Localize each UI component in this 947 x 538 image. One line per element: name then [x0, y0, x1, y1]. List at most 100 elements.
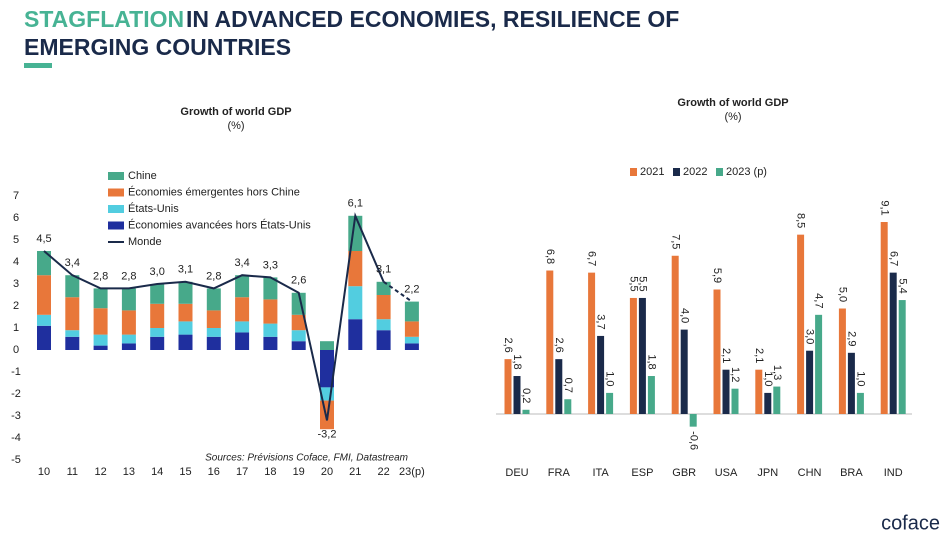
chart-title: Growth of world GDP — [180, 106, 291, 118]
bar-segment — [178, 303, 193, 322]
data-label: -0,6 — [687, 431, 699, 450]
bar-segment — [121, 288, 136, 311]
bar-segment — [65, 330, 80, 337]
legend-swatch — [673, 168, 680, 176]
data-label: 7,5 — [669, 234, 681, 249]
bar — [764, 392, 772, 414]
bar — [713, 289, 721, 414]
bar — [689, 414, 697, 427]
bar-segment — [376, 330, 391, 350]
x-tick-label: 16 — [208, 466, 220, 478]
x-tick-label: DEU — [505, 467, 528, 479]
x-tick-label: FRA — [548, 467, 571, 479]
x-tick-label: ITA — [592, 467, 609, 479]
legend-label: Chine — [128, 170, 157, 182]
bar-segment — [206, 328, 221, 337]
data-label: 1,8 — [645, 354, 657, 369]
bar-segment — [404, 343, 419, 350]
bar — [597, 335, 605, 414]
bar-segment — [121, 343, 136, 350]
data-label: 6,7 — [586, 251, 598, 266]
x-tick-label: USA — [715, 467, 738, 479]
bar — [889, 272, 897, 414]
title-accent — [24, 63, 52, 68]
source: Sources: Prévisions Coface, FMI, Datastr… — [205, 453, 408, 464]
data-label: 1,2 — [729, 367, 741, 382]
data-label: 5,0 — [836, 287, 848, 302]
data-label: 5,9 — [711, 268, 723, 283]
bar-segment — [235, 332, 250, 350]
bar — [755, 369, 763, 414]
bar — [680, 329, 688, 414]
data-label: 2,1 — [720, 348, 732, 363]
bar — [606, 392, 614, 414]
bar-segment — [93, 345, 108, 350]
legend-label: États-Unis — [128, 202, 179, 215]
bar-segment — [178, 321, 193, 335]
bar — [647, 376, 655, 414]
legend-label: 2021 — [640, 166, 664, 178]
bar-segment — [150, 303, 165, 328]
chart-subtitle: (%) — [724, 111, 741, 123]
y-tick-label: 7 — [13, 190, 19, 202]
bar-segment — [263, 336, 278, 350]
bar-segment — [150, 328, 165, 337]
bar-segment — [291, 314, 306, 331]
bar-segment — [150, 284, 165, 304]
bar — [513, 376, 521, 414]
data-label: 2,1 — [753, 348, 765, 363]
x-tick-label: GBR — [672, 467, 696, 479]
bar-segment — [376, 281, 391, 295]
data-label: 0,7 — [562, 378, 574, 393]
chart-title: Growth of world GDP — [677, 97, 788, 109]
y-tick-label: -4 — [11, 432, 21, 444]
data-label: 0,2 — [520, 388, 532, 403]
bar-segment — [37, 325, 51, 350]
bar — [722, 369, 730, 414]
data-label: 3,7 — [595, 314, 607, 329]
bar-segment — [320, 341, 334, 350]
line-projection — [383, 280, 413, 303]
bar — [588, 272, 596, 414]
bar-segment — [37, 251, 51, 276]
title-highlight: STAGFLATION — [24, 6, 184, 32]
data-label: 1,0 — [854, 371, 866, 386]
y-tick-label: -1 — [11, 366, 21, 378]
bar-segment — [206, 310, 221, 328]
y-tick-label: -2 — [11, 388, 21, 400]
data-label: 2,9 — [845, 331, 857, 346]
bar-segment — [178, 334, 193, 350]
chart-subtitle: (%) — [227, 120, 244, 132]
y-tick-label: -5 — [11, 454, 21, 466]
bar — [847, 352, 855, 414]
data-label: 2,6 — [291, 275, 306, 287]
bar-segment — [65, 275, 80, 298]
bar-segment — [348, 319, 363, 350]
y-tick-label: 4 — [13, 256, 19, 268]
bar — [546, 270, 554, 414]
bar-segment — [376, 295, 391, 320]
bar-segment — [121, 310, 136, 335]
bar — [838, 308, 846, 414]
bar — [773, 386, 781, 414]
data-label: 4,0 — [678, 308, 690, 323]
x-tick-label: 15 — [179, 466, 191, 478]
legend-label: 2022 — [683, 166, 707, 178]
x-tick-label: JPN — [757, 467, 778, 479]
bar-segment — [206, 336, 221, 350]
data-label: 2,6 — [502, 337, 514, 352]
data-label: 3,0 — [150, 266, 165, 278]
y-tick-label: 5 — [13, 234, 19, 246]
legend-label: Économies émergentes hors Chine — [128, 185, 300, 198]
title-rest: IN ADVANCED ECONOMIES, RESILIENCE OF — [186, 6, 679, 32]
bar-segment — [263, 323, 278, 337]
data-label: 2,8 — [121, 270, 136, 282]
y-tick-label: -3 — [11, 410, 21, 422]
bar — [555, 359, 563, 414]
bar-segment — [235, 321, 250, 333]
bar-segment — [404, 301, 419, 322]
data-label: 3,1 — [376, 264, 391, 276]
bar — [638, 297, 646, 414]
bar — [629, 297, 637, 414]
x-tick-label: ESP — [631, 467, 653, 479]
